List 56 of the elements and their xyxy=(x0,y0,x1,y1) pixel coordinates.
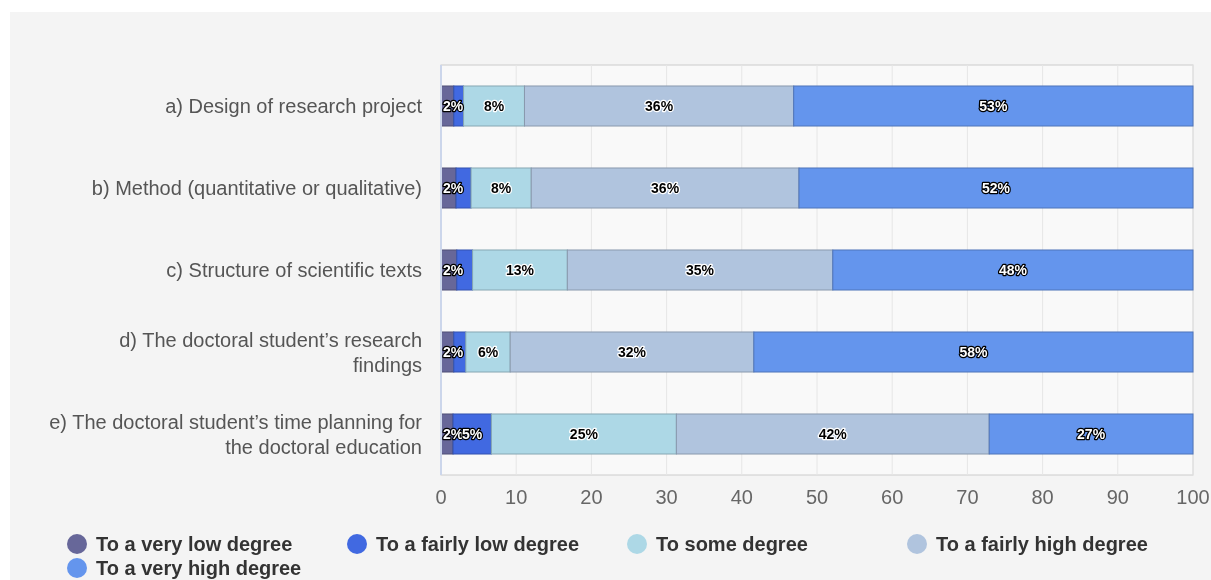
data-label: 35% xyxy=(686,262,715,278)
x-tick-label: 20 xyxy=(580,486,603,508)
y-tick-label: d) The doctoral student’s research findings xyxy=(119,328,422,376)
data-label: 52% xyxy=(981,180,1011,196)
x-tick-label: 40 xyxy=(730,486,753,508)
x-tick-label: 60 xyxy=(881,486,904,508)
bar xyxy=(470,167,532,209)
data-label: 36% xyxy=(645,98,674,114)
legend-label: To a very low degree xyxy=(96,533,293,555)
y-tick-label: e) The doctoral student’s time planning for the doctoral education xyxy=(49,410,423,458)
legend-label: To a very high degree xyxy=(96,557,302,579)
x-tick-label: 0 xyxy=(435,486,447,508)
data-label: 58% xyxy=(959,344,988,360)
x-tick-label: 70 xyxy=(956,486,979,508)
x-tick-label: 10 xyxy=(505,486,528,508)
data-label: 2% xyxy=(443,98,464,114)
data-label: 8% xyxy=(483,98,505,114)
bar xyxy=(566,249,834,291)
bar xyxy=(490,413,677,455)
bar xyxy=(832,249,1194,291)
y-tick-label: a) Design of research project xyxy=(165,95,423,117)
data-label: 25% xyxy=(569,426,599,442)
bar xyxy=(523,85,795,127)
x-tick-label: 50 xyxy=(805,486,829,508)
bar xyxy=(675,413,990,455)
x-tick-label: 100 xyxy=(1176,486,1210,508)
data-label: 13% xyxy=(505,262,535,278)
x-tick-label: 80 xyxy=(1031,486,1054,508)
data-label: 6% xyxy=(477,344,499,360)
data-label: 48% xyxy=(998,262,1028,278)
bar xyxy=(793,85,1194,127)
bar xyxy=(988,413,1194,455)
bar xyxy=(509,331,755,373)
data-label: 32% xyxy=(617,344,647,360)
bar xyxy=(463,85,525,127)
bar xyxy=(798,167,1194,209)
data-label: 2% xyxy=(443,180,464,196)
data-label: 42% xyxy=(818,426,848,442)
legend-label: To a fairly high degree xyxy=(936,533,1148,555)
data-label: 5% xyxy=(462,426,483,442)
bar xyxy=(753,331,1194,373)
data-label: 2% xyxy=(443,426,464,442)
data-label: 36% xyxy=(651,180,680,196)
legend-label: To a fairly low degree xyxy=(376,533,580,555)
data-label: 8% xyxy=(491,180,512,196)
data-label: 27% xyxy=(1077,426,1106,442)
x-tick-label: 90 xyxy=(1106,486,1129,508)
y-tick-label: b) Method (quantitative or qualitative) xyxy=(91,177,422,199)
bar xyxy=(530,167,800,209)
y-tick-label: c) Structure of scientific texts xyxy=(166,259,422,281)
x-tick-label: 30 xyxy=(655,486,678,508)
data-label: 53% xyxy=(979,98,1008,114)
data-label: 2% xyxy=(443,344,464,360)
bar xyxy=(472,249,568,291)
data-label: 2% xyxy=(443,262,464,278)
legend-label: To some degree xyxy=(656,533,808,555)
